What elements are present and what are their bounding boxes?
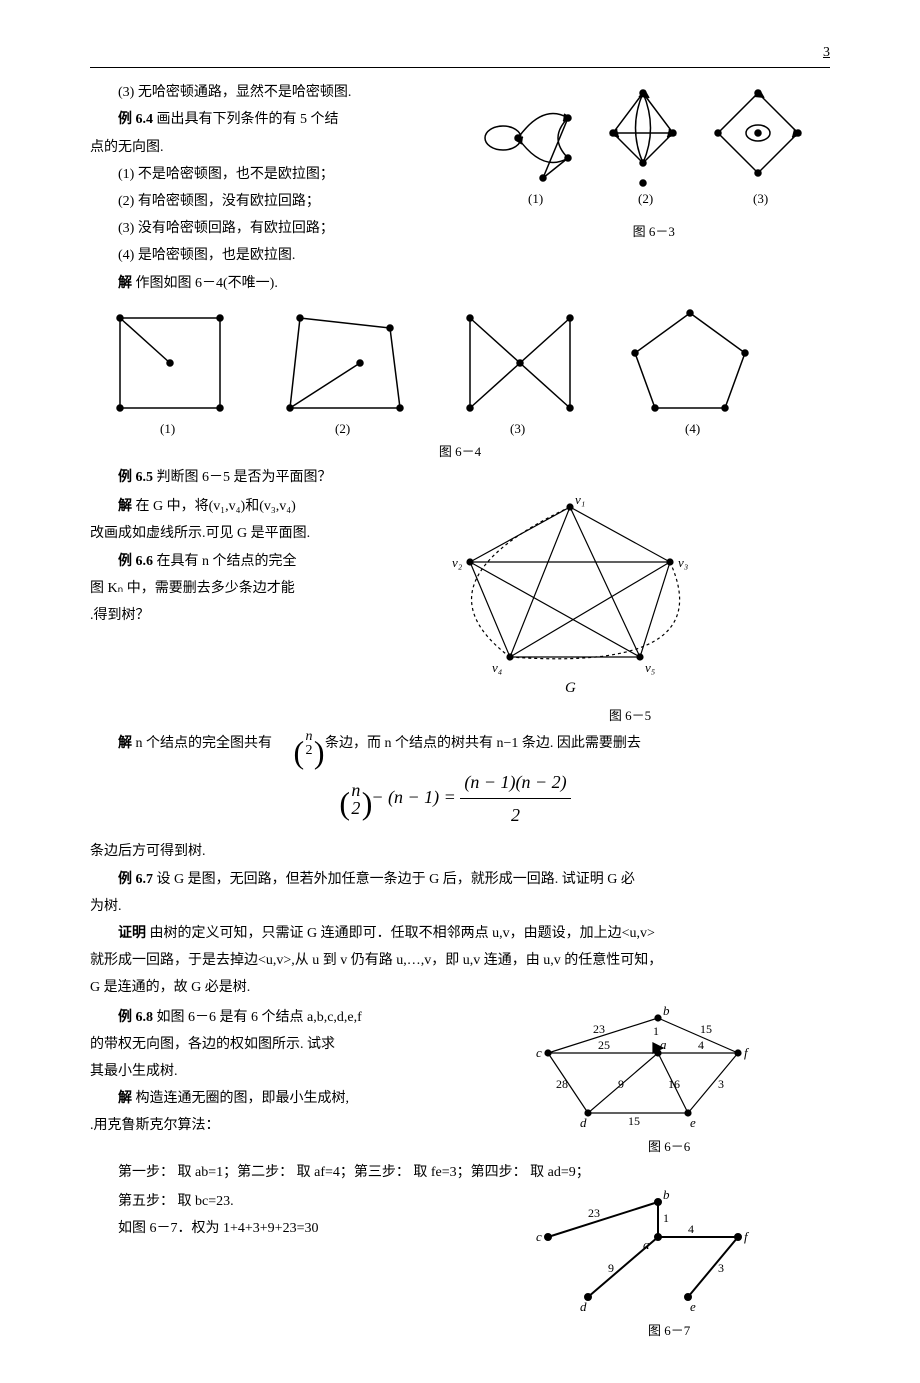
- example-6-4: 例 6.4 画出具有下列条件的有 5 个结: [90, 107, 478, 132]
- svg-text:23: 23: [588, 1206, 600, 1220]
- svg-text:b: b: [663, 1187, 670, 1202]
- svg-text:v₂: v₂: [452, 555, 463, 570]
- figure-6-4: (1) (2) (3) (4) 图 6－4: [90, 298, 830, 463]
- svg-text:(2): (2): [335, 421, 350, 436]
- step5: 第五步： 取 bc=23.: [90, 1189, 508, 1214]
- svg-text:a: a: [660, 1037, 667, 1052]
- formula-1: n2 − (n − 1) = (n − 1)(n − 2)2: [90, 766, 830, 832]
- fig63-label2: (2): [638, 191, 653, 206]
- ex67-line2: 为树.: [90, 894, 830, 919]
- svg-text:d: d: [580, 1299, 587, 1314]
- ex67-proof3: G 是连通的，故 G 必是树.: [90, 975, 830, 1000]
- svg-text:G: G: [565, 680, 576, 696]
- fig64-caption: 图 6－4: [90, 440, 830, 463]
- ex66-sol3: 条边后方可得到树.: [90, 839, 830, 864]
- figure-6-3: (1) (2) (3) 图 6－3: [478, 78, 830, 243]
- page-number: 3: [90, 40, 830, 68]
- ex64-sol: 解 作图如图 6－4(不唯一).: [90, 271, 478, 296]
- svg-text:(4): (4): [685, 421, 700, 436]
- figure-6-7: b c a f d e 23 1 4 9 3 图 6－7: [508, 1187, 830, 1342]
- ex64-item3: (3) 没有哈密顿回路，有欧拉回路；: [90, 216, 478, 241]
- svg-text:v₄: v₄: [492, 660, 503, 675]
- svg-text:25: 25: [598, 1038, 610, 1052]
- svg-text:v₁: v₁: [575, 492, 585, 507]
- ex65-sol: 解 在 G 中，将(v₁,v₄)和(v₃,v₄): [90, 494, 430, 519]
- svg-text:15: 15: [628, 1114, 640, 1128]
- ex64-line2: 点的无向图.: [90, 135, 478, 160]
- ex68-sol: 解 构造连通无圈的图，即最小生成树,: [90, 1086, 508, 1111]
- svg-text:c: c: [536, 1045, 542, 1060]
- ex65-sol2: 改画成如虚线所示.可见 G 是平面图.: [90, 521, 430, 546]
- svg-text:4: 4: [698, 1038, 704, 1052]
- svg-text:e: e: [690, 1115, 696, 1130]
- svg-text:f: f: [744, 1229, 750, 1244]
- example-6-5: 例 6.5 判断图 6－5 是否为平面图？: [90, 465, 830, 490]
- svg-text:1: 1: [663, 1211, 669, 1225]
- figure-6-5: v₁ v₂ v₃ v₄ v₅ G 图 6－5: [430, 492, 830, 727]
- fig67-caption: 图 6－7: [508, 1319, 830, 1342]
- result: 如图 6－7．权为 1+4+3+9+23=30: [90, 1216, 508, 1241]
- ex68-sol2: .用克鲁斯克尔算法：: [90, 1113, 508, 1138]
- ex67-proof2: 就形成一回路，于是去掉边<u,v>,从 u 到 v 仍有路 u,…,v，即 u,…: [90, 948, 830, 973]
- ex66-sol: 解 n 个结点的完全图共有 n2 条边，而 n 个结点的树共有 n−1 条边. …: [90, 730, 830, 758]
- step1: 第一步： 取 ab=1；第二步： 取 af=4；第三步： 取 fe=3；第四步：…: [90, 1160, 830, 1185]
- figure-6-6: b c a f d e 23 1 15 25 4 28 9 16 3 15 图 …: [508, 1003, 830, 1158]
- svg-text:v₅: v₅: [645, 660, 655, 675]
- ex67-proof1: 证明 由树的定义可知，只需证 G 连通即可．任取不相邻两点 u,v，由题设，加上…: [90, 921, 830, 946]
- ex68-line2: 的带权无向图，各边的权如图所示. 试求: [90, 1032, 508, 1057]
- svg-text:3: 3: [718, 1261, 724, 1275]
- svg-text:b: b: [663, 1003, 670, 1018]
- ex66-line3: .得到树？: [90, 603, 430, 628]
- svg-text:d: d: [580, 1115, 587, 1130]
- example-6-6: 例 6.6 在具有 n 个结点的完全: [90, 549, 430, 574]
- ex66-line2: 图 Kₙ 中，需要删去多少条边才能: [90, 576, 430, 601]
- item-3: (3) 无哈密顿通路，显然不是哈密顿图.: [90, 80, 478, 105]
- svg-text:23: 23: [593, 1022, 605, 1036]
- svg-text:4: 4: [688, 1222, 694, 1236]
- fig63-label3: (3): [753, 191, 768, 206]
- svg-text:1: 1: [653, 1024, 659, 1038]
- svg-text:15: 15: [700, 1022, 712, 1036]
- fig65-caption: 图 6－5: [430, 704, 830, 727]
- svg-text:f: f: [744, 1045, 750, 1060]
- svg-text:v₃: v₃: [678, 555, 688, 570]
- fig63-caption: 图 6－3: [478, 220, 830, 243]
- svg-text:a: a: [643, 1237, 650, 1252]
- ex64-item4: (4) 是哈密顿图，也是欧拉图.: [90, 243, 478, 268]
- svg-text:c: c: [536, 1229, 542, 1244]
- example-6-8: 例 6.8 如图 6－6 是有 6 个结点 a,b,c,d,e,f: [90, 1005, 508, 1030]
- svg-text:9: 9: [618, 1077, 624, 1091]
- svg-text:9: 9: [608, 1261, 614, 1275]
- svg-text:(3): (3): [510, 421, 525, 436]
- svg-text:e: e: [690, 1299, 696, 1314]
- svg-text:28: 28: [556, 1077, 568, 1091]
- example-6-7: 例 6.7 设 G 是图，无回路，但若外加任意一条边于 G 后，就形成一回路. …: [90, 867, 830, 892]
- fig66-caption: 图 6－6: [508, 1135, 830, 1158]
- ex68-line3: 其最小生成树.: [90, 1059, 508, 1084]
- svg-text:(1): (1): [160, 421, 175, 436]
- svg-text:3: 3: [718, 1077, 724, 1091]
- ex64-item1: (1) 不是哈密顿图，也不是欧拉图；: [90, 162, 478, 187]
- svg-text:16: 16: [668, 1077, 680, 1091]
- ex64-item2: (2) 有哈密顿图，没有欧拉回路；: [90, 189, 478, 214]
- fig63-label1: (1): [528, 191, 543, 206]
